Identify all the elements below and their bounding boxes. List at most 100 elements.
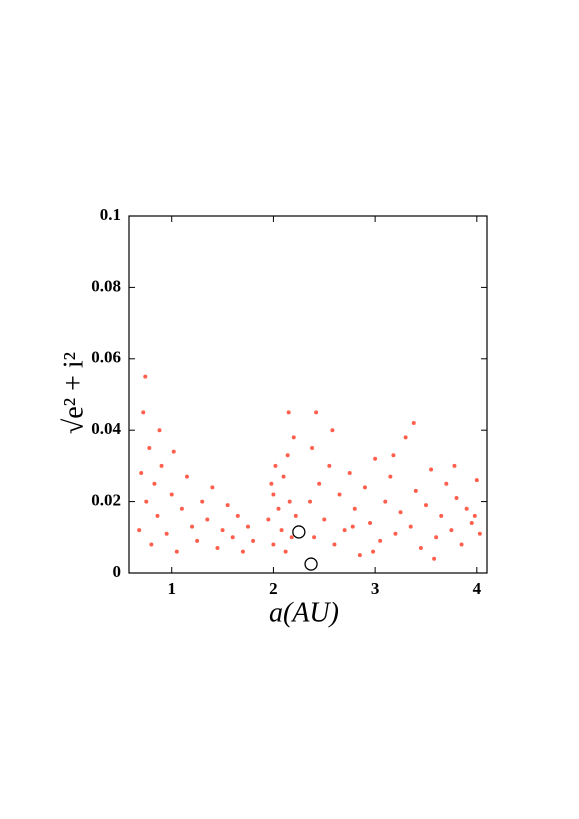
point (383, 499, 388, 504)
point (286, 410, 291, 415)
point (337, 492, 342, 497)
x-tick-label: 3 (371, 579, 380, 598)
point (371, 549, 376, 554)
x-tick-label: 1 (167, 579, 176, 598)
point (230, 535, 235, 540)
point (169, 492, 174, 497)
point (235, 513, 240, 518)
point (472, 513, 477, 518)
point (378, 538, 383, 543)
point (314, 410, 319, 415)
point (220, 528, 225, 533)
point (190, 524, 195, 529)
point (411, 421, 416, 426)
point (352, 506, 357, 511)
point (432, 556, 437, 561)
point (477, 531, 482, 536)
y-tick-label: 0.1 (100, 205, 121, 224)
point (444, 481, 449, 486)
point (271, 492, 276, 497)
point (454, 496, 459, 501)
point (143, 374, 148, 379)
point (144, 499, 149, 504)
x-tick-label: 4 (473, 579, 482, 598)
point (464, 506, 469, 511)
point (271, 542, 276, 547)
point (429, 467, 434, 472)
point (434, 535, 439, 540)
point (403, 435, 408, 440)
point (200, 499, 205, 504)
point (408, 524, 413, 529)
point (149, 542, 154, 547)
point (342, 528, 347, 533)
point (373, 456, 378, 461)
point (287, 499, 292, 504)
point (317, 481, 322, 486)
plot-frame (128, 215, 488, 574)
point (289, 535, 294, 540)
y-tick-label: 0.08 (91, 276, 121, 295)
point (276, 506, 281, 511)
point (449, 528, 454, 533)
point (179, 506, 184, 511)
point (413, 488, 418, 493)
point (291, 435, 296, 440)
point (308, 499, 313, 504)
point (279, 528, 284, 533)
y-axis-label: √e² + i² (58, 352, 89, 434)
point (322, 517, 327, 522)
y-tick-label: 0.06 (91, 348, 121, 367)
point (240, 549, 245, 554)
point (215, 546, 220, 551)
x-tick-label: 2 (269, 579, 278, 598)
point (330, 428, 335, 433)
point (368, 521, 373, 526)
point (283, 549, 288, 554)
x-axis-label: a(AU) (269, 597, 339, 628)
point (157, 428, 162, 433)
point (388, 474, 393, 479)
point (347, 471, 352, 476)
y-tick-label: 0 (113, 562, 122, 581)
point (474, 478, 479, 483)
point (327, 463, 332, 468)
point (205, 517, 210, 522)
point (281, 474, 286, 479)
point (362, 485, 367, 490)
point (459, 542, 464, 547)
point (332, 542, 337, 547)
point (293, 513, 298, 518)
point (310, 446, 315, 451)
point (391, 453, 396, 458)
point (195, 538, 200, 543)
point (350, 524, 355, 529)
point (171, 449, 176, 454)
point (141, 410, 146, 415)
point (423, 503, 428, 508)
point (155, 513, 160, 518)
point (225, 503, 230, 508)
point (273, 463, 278, 468)
point (266, 517, 271, 522)
point (147, 446, 152, 451)
point (357, 553, 362, 558)
point (439, 513, 444, 518)
point (152, 481, 157, 486)
point (164, 531, 169, 536)
point (184, 474, 189, 479)
point (251, 538, 256, 543)
point (174, 549, 179, 554)
point (159, 463, 164, 468)
highlight-point (292, 525, 306, 539)
point (469, 521, 474, 526)
y-tick-label: 0.02 (91, 491, 121, 510)
point (452, 463, 457, 468)
point (245, 524, 250, 529)
point (398, 510, 403, 515)
point (269, 481, 274, 486)
point (285, 453, 290, 458)
y-tick-label: 0.04 (91, 419, 121, 438)
